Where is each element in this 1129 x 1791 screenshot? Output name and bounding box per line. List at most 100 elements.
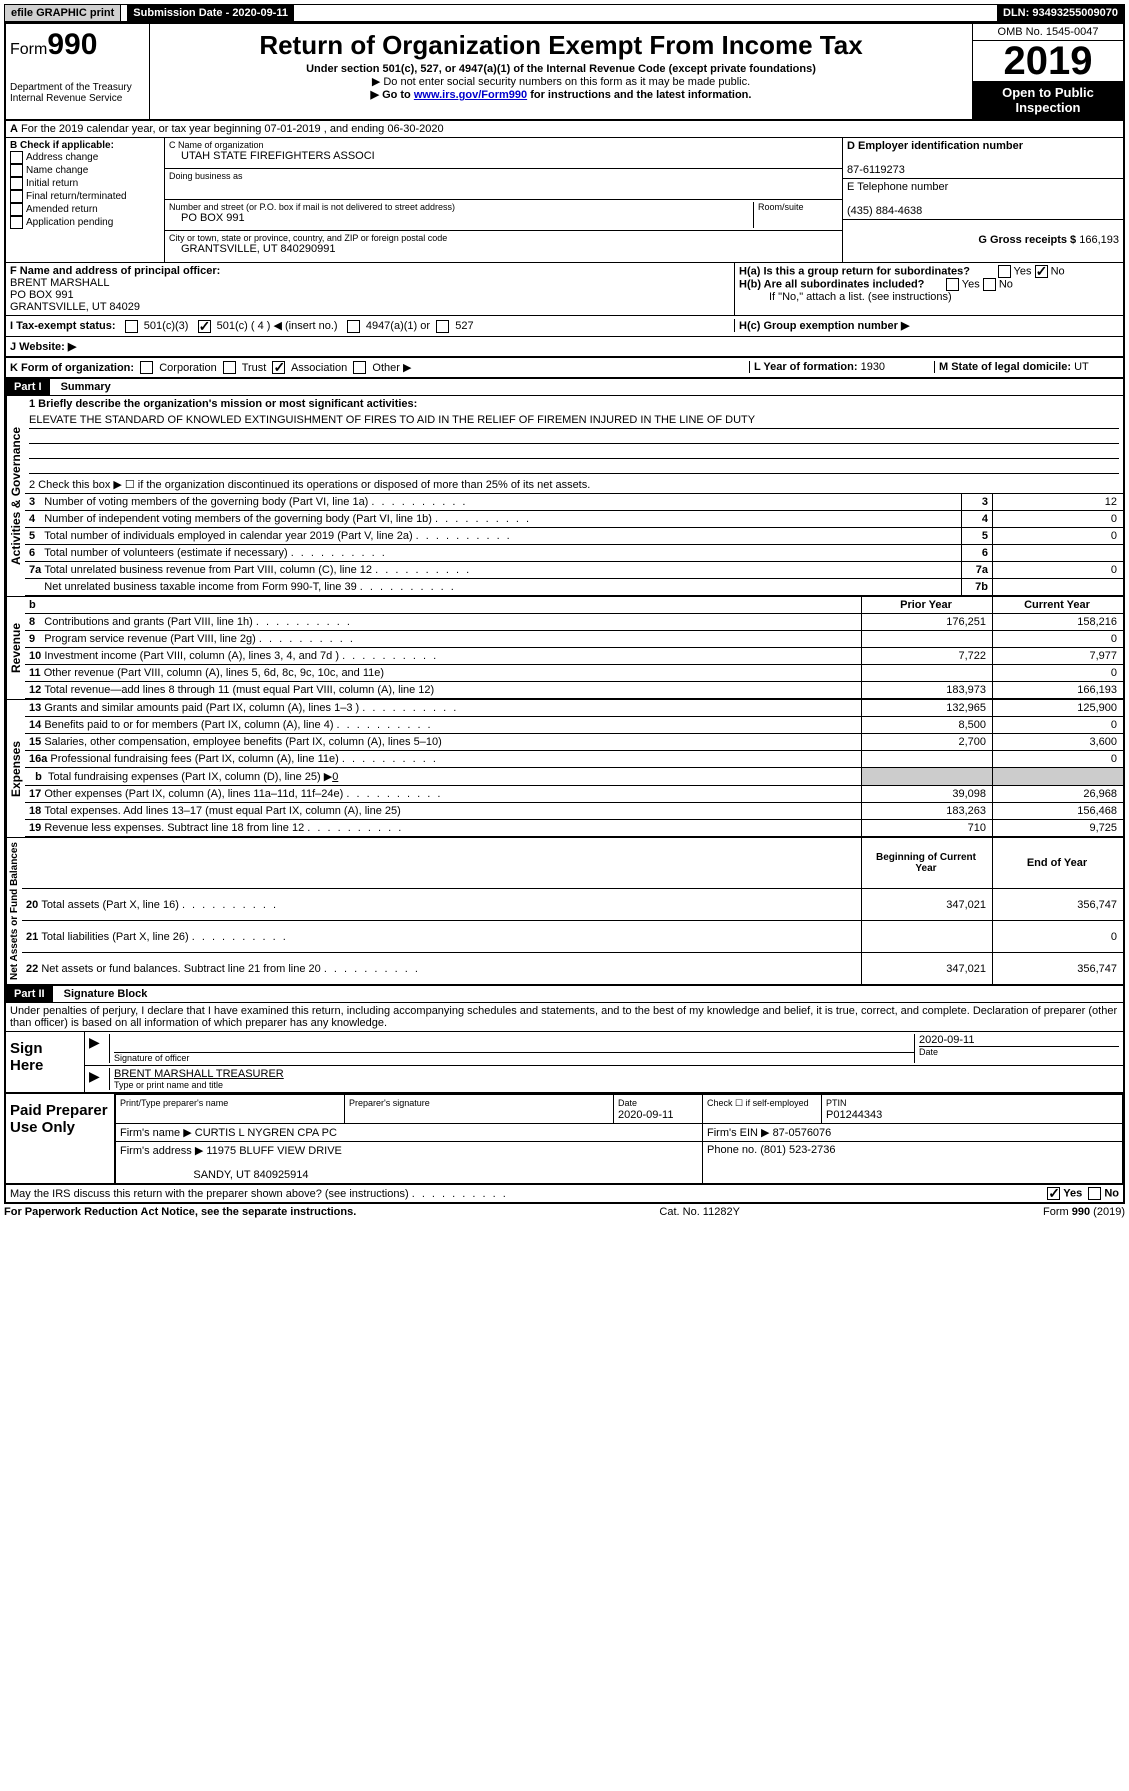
name-change-checkbox[interactable] [10, 164, 23, 177]
part2-header: Part II Signature Block [4, 986, 1125, 1003]
l9: Program service revenue (Part VIII, line… [44, 633, 256, 645]
discuss-no[interactable] [1088, 1187, 1101, 1200]
prep-date: 2020-09-11 [618, 1109, 673, 1121]
part1-header: Part I Summary [4, 379, 1125, 396]
opt-name: Name change [26, 165, 88, 176]
c15: 3,600 [993, 734, 1124, 751]
sign-name-label: Type or print name and title [114, 1080, 1119, 1090]
irs-label: Internal Revenue Service [10, 93, 145, 104]
c3-checkbox[interactable] [125, 320, 138, 333]
firm-addr-label: Firm's address ▶ [120, 1145, 203, 1157]
c-checkbox[interactable] [198, 320, 211, 333]
phone-label: E Telephone number [847, 181, 948, 193]
officer-label: F Name and address of principal officer: [10, 265, 220, 277]
ha-no[interactable] [1035, 265, 1048, 278]
begin-hdr: Beginning of Current Year [862, 838, 993, 888]
addr-change-checkbox[interactable] [10, 151, 23, 164]
prep-col4: Check ☐ if self-employed [707, 1098, 809, 1108]
sig-officer-label: Signature of officer [114, 1052, 914, 1063]
l10: Investment income (Part VIII, column (A)… [44, 650, 339, 662]
revenue-section: Revenue bPrior YearCurrent Year 8 Contri… [4, 597, 1125, 700]
ein-label: Firm's EIN ▶ [707, 1127, 770, 1139]
527-checkbox[interactable] [436, 320, 449, 333]
note2a: ▶ Go to [371, 89, 414, 101]
l14: Benefits paid to or for members (Part IX… [44, 719, 333, 731]
efile-button[interactable]: efile GRAPHIC print [5, 5, 121, 21]
l19: Revenue less expenses. Subtract line 18 … [44, 822, 304, 834]
ein-label: D Employer identification number [847, 140, 1023, 152]
discuss-row: May the IRS discuss this return with the… [4, 1185, 1125, 1204]
c8: 158,216 [993, 614, 1124, 631]
gross-value: 166,193 [1079, 234, 1119, 246]
ein-value: 87-6119273 [847, 164, 905, 176]
sign-name: BRENT MARSHALL TREASURER [114, 1068, 1119, 1080]
c16a: 0 [993, 751, 1124, 768]
org-name: UTAH STATE FIREFIGHTERS ASSOCI [169, 150, 838, 162]
org-name-label: C Name of organization [169, 140, 838, 150]
pra-text: For Paperwork Reduction Act Notice, see … [4, 1206, 356, 1218]
l7a: Total unrelated business revenue from Pa… [44, 564, 372, 576]
part1-label: Part I [6, 379, 50, 395]
prep-col5: PTIN [826, 1098, 847, 1108]
c21: 0 [993, 921, 1124, 953]
rev-vlabel: Revenue [6, 597, 25, 699]
assoc-checkbox[interactable] [272, 361, 285, 374]
officer-addr2: GRANTSVILLE, UT 84029 [10, 301, 140, 313]
amended-checkbox[interactable] [10, 203, 23, 216]
c12: 166,193 [993, 682, 1124, 699]
exempt-label: I Tax-exempt status: [10, 320, 116, 332]
l21: Total liabilities (Part X, line 26) [41, 931, 188, 943]
final-checkbox[interactable] [10, 190, 23, 203]
c10: 7,977 [993, 648, 1124, 665]
trust-checkbox[interactable] [223, 361, 236, 374]
prep-col1: Print/Type preparer's name [120, 1098, 228, 1108]
c3-text: 501(c)(3) [144, 320, 189, 332]
sign-date-label: Date [919, 1046, 1119, 1057]
initial-checkbox[interactable] [10, 177, 23, 190]
c17: 26,968 [993, 786, 1124, 803]
calendar-text: For the 2019 calendar year, or tax year … [21, 123, 444, 135]
hc-label: H(c) Group exemption number ▶ [739, 320, 909, 332]
dba-label: Doing business as [169, 171, 838, 181]
p15: 2,700 [862, 734, 993, 751]
hb-yes[interactable] [946, 278, 959, 291]
discuss-yes[interactable] [1047, 1187, 1060, 1200]
state-value: UT [1074, 361, 1089, 373]
other-checkbox[interactable] [353, 361, 366, 374]
box-right: D Employer identification number 87-6119… [842, 138, 1123, 262]
org-addr: PO BOX 991 [169, 212, 753, 224]
c14: 0 [993, 717, 1124, 734]
p19: 710 [862, 820, 993, 837]
l18: Total expenses. Add lines 13–17 (must eq… [44, 805, 400, 817]
addr-label: Number and street (or P.O. box if mail i… [169, 202, 753, 212]
officer-row: F Name and address of principal officer:… [4, 263, 1125, 316]
arrow-icon: ▶ [89, 1034, 110, 1063]
hb-no[interactable] [983, 278, 996, 291]
l22: Net assets or fund balances. Subtract li… [41, 963, 320, 975]
l8: Contributions and grants (Part VIII, lin… [44, 616, 253, 628]
opt-initial: Initial return [26, 178, 78, 189]
box-b-label: B Check if applicable: [10, 140, 114, 151]
corp-checkbox[interactable] [140, 361, 153, 374]
p14: 8,500 [862, 717, 993, 734]
form990-link[interactable]: www.irs.gov/Form990 [414, 89, 527, 101]
p10: 7,722 [862, 648, 993, 665]
ha-yes[interactable] [998, 265, 1011, 278]
form-note1: ▶ Do not enter social security numbers o… [154, 75, 968, 88]
a1-checkbox[interactable] [347, 320, 360, 333]
arrow-icon-2: ▶ [89, 1068, 110, 1090]
opt-addr: Address change [26, 152, 98, 163]
website-label: J Website: ▶ [10, 340, 76, 353]
c-text: 501(c) ( 4 ) ◀ (insert no.) [217, 320, 338, 332]
prior-hdr: Prior Year [862, 597, 993, 614]
pending-checkbox[interactable] [10, 216, 23, 229]
v7b [993, 579, 1124, 596]
expenses-section: Expenses 13 Grants and similar amounts p… [4, 700, 1125, 838]
top-bar: efile GRAPHIC print Submission Date - 20… [4, 4, 1125, 22]
form-footer: For Paperwork Reduction Act Notice, see … [4, 1204, 1125, 1220]
l12: Total revenue—add lines 8 through 11 (mu… [44, 684, 434, 696]
form-number: 990 [47, 28, 97, 61]
c11: 0 [993, 665, 1124, 682]
firm-ein: 87-0576076 [773, 1127, 832, 1139]
calendar-year-row: A For the 2019 calendar year, or tax yea… [4, 121, 1125, 138]
